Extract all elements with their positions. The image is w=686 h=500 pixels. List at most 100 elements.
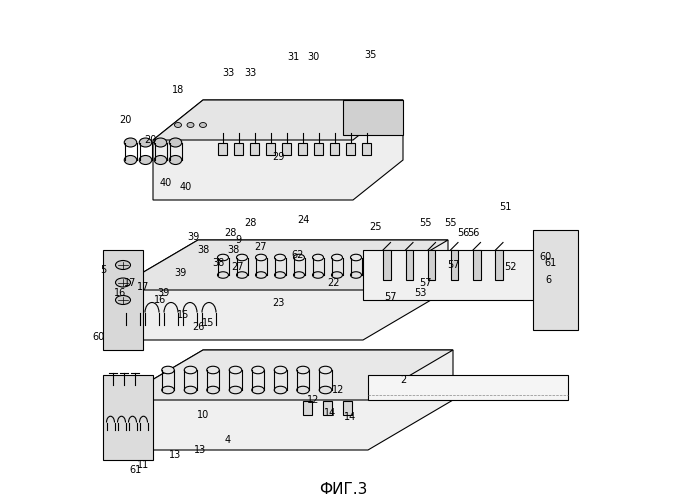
Text: 28: 28 [224, 228, 237, 237]
Text: 13: 13 [169, 450, 182, 460]
Ellipse shape [154, 138, 167, 147]
Ellipse shape [115, 260, 130, 270]
Polygon shape [103, 375, 153, 460]
Ellipse shape [169, 138, 182, 147]
Ellipse shape [229, 366, 241, 374]
Polygon shape [343, 100, 403, 135]
Text: 23: 23 [272, 298, 284, 308]
Bar [383, 250, 390, 280]
Ellipse shape [351, 272, 362, 278]
Ellipse shape [237, 272, 248, 278]
Text: 6: 6 [545, 275, 551, 285]
Text: 16: 16 [115, 288, 127, 298]
Text: 10: 10 [197, 410, 209, 420]
Ellipse shape [169, 156, 182, 164]
Text: 17: 17 [137, 282, 149, 292]
Text: 27: 27 [255, 242, 267, 252]
Polygon shape [103, 250, 143, 350]
Text: 20: 20 [144, 135, 156, 145]
Ellipse shape [115, 296, 130, 304]
Text: 14: 14 [324, 408, 337, 418]
Text: 20: 20 [119, 115, 132, 125]
Text: 51: 51 [499, 202, 512, 212]
Ellipse shape [331, 272, 342, 278]
Bar [234, 142, 243, 155]
Ellipse shape [319, 366, 332, 374]
Bar [343, 401, 352, 415]
Ellipse shape [255, 272, 266, 278]
Text: 33: 33 [244, 68, 257, 78]
Text: 4: 4 [225, 435, 231, 445]
Polygon shape [113, 240, 448, 340]
Text: 15: 15 [202, 318, 214, 328]
Text: 13: 13 [194, 445, 206, 455]
Ellipse shape [139, 138, 152, 147]
Ellipse shape [206, 386, 220, 394]
Ellipse shape [274, 386, 287, 394]
Text: 39: 39 [157, 288, 169, 298]
Ellipse shape [206, 366, 220, 374]
Polygon shape [118, 350, 453, 450]
Ellipse shape [237, 254, 248, 261]
Text: 40: 40 [179, 182, 191, 192]
Polygon shape [118, 350, 453, 400]
Text: 38: 38 [197, 245, 209, 255]
Text: 27: 27 [232, 262, 244, 272]
Ellipse shape [139, 156, 152, 164]
Text: 56: 56 [457, 228, 469, 237]
Text: ФИГ.3: ФИГ.3 [319, 482, 367, 498]
Ellipse shape [252, 386, 264, 394]
Polygon shape [363, 250, 563, 300]
Ellipse shape [185, 386, 197, 394]
Text: 38: 38 [227, 245, 239, 255]
Ellipse shape [294, 272, 305, 278]
Bar [266, 142, 275, 155]
Text: 26: 26 [192, 322, 204, 332]
Text: 9: 9 [235, 235, 241, 245]
Ellipse shape [274, 254, 285, 261]
Ellipse shape [124, 138, 137, 147]
Text: 56: 56 [466, 228, 480, 237]
Bar [428, 250, 436, 280]
Ellipse shape [331, 254, 342, 261]
Text: 15: 15 [177, 310, 189, 320]
Text: 12: 12 [332, 385, 344, 395]
Text: 60: 60 [92, 332, 104, 342]
Text: 62: 62 [292, 250, 304, 260]
Ellipse shape [274, 272, 285, 278]
Ellipse shape [174, 122, 182, 128]
Text: 30: 30 [307, 52, 319, 62]
Polygon shape [368, 375, 568, 400]
Bar [495, 250, 503, 280]
Text: 25: 25 [369, 222, 381, 232]
Ellipse shape [217, 272, 228, 278]
Text: 57: 57 [384, 292, 397, 302]
Ellipse shape [319, 386, 332, 394]
Text: 35: 35 [364, 50, 377, 60]
Ellipse shape [297, 386, 309, 394]
Text: 53: 53 [414, 288, 427, 298]
Bar [405, 250, 413, 280]
Text: 24: 24 [297, 215, 309, 225]
Text: 57: 57 [447, 260, 459, 270]
Bar [346, 142, 355, 155]
Bar [218, 142, 227, 155]
Ellipse shape [313, 254, 324, 261]
Bar [303, 401, 312, 415]
Text: 22: 22 [327, 278, 340, 287]
Ellipse shape [162, 386, 174, 394]
Bar [451, 250, 458, 280]
Text: 18: 18 [172, 85, 184, 95]
Ellipse shape [294, 254, 305, 261]
Bar [323, 401, 332, 415]
Text: 11: 11 [137, 460, 149, 470]
Text: 39: 39 [174, 268, 187, 278]
Text: 28: 28 [244, 218, 257, 228]
Polygon shape [153, 100, 403, 140]
Ellipse shape [252, 366, 264, 374]
Ellipse shape [229, 386, 241, 394]
Text: 14: 14 [344, 412, 357, 422]
Polygon shape [153, 100, 403, 200]
Bar [362, 142, 371, 155]
Ellipse shape [351, 254, 362, 261]
